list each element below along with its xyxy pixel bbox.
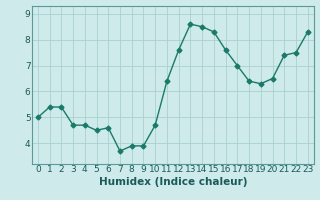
X-axis label: Humidex (Indice chaleur): Humidex (Indice chaleur): [99, 177, 247, 187]
